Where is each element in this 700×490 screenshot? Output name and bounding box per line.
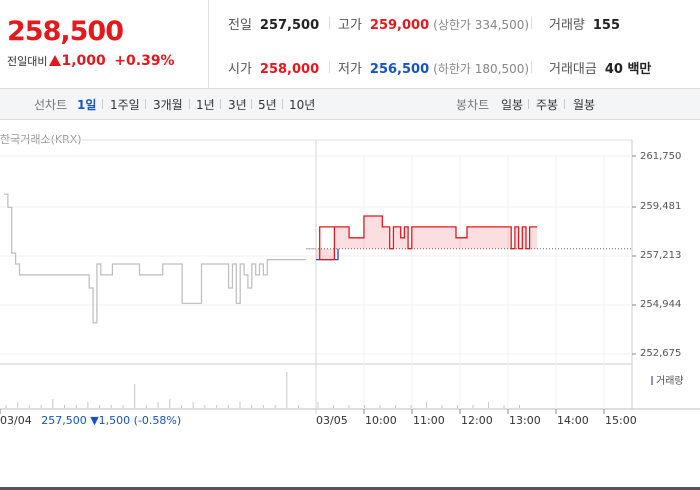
x-tick-label: 10:00 xyxy=(365,414,397,427)
prev-day-close: 257,500 xyxy=(41,414,87,427)
stat-amount-value: 40 백만 xyxy=(604,62,652,77)
candle-weekly[interactable]: 주봉 xyxy=(536,98,559,112)
stat-high: 고가 259,000 (상한가 334,500) xyxy=(338,14,529,33)
stat-high-value: 259,000 xyxy=(369,18,430,33)
prev-day-percent: (-0.58%) xyxy=(133,414,182,427)
stat-volume-value: 155 xyxy=(592,18,621,33)
volume-legend-label: 거래량 xyxy=(656,376,684,387)
x-tick-label: 14:00 xyxy=(557,414,589,427)
period-10y[interactable]: 10년 xyxy=(289,98,316,112)
current-price: 258,500 xyxy=(7,16,124,47)
x-tick-label: 12:00 xyxy=(461,414,493,427)
line-chart-label: 선차트 xyxy=(34,98,68,112)
change-label: 전일대비 xyxy=(7,55,48,68)
toolbar-separator xyxy=(251,99,252,109)
change-percent: +0.39% xyxy=(114,53,175,69)
prev-day-change: ▼1,500 xyxy=(90,414,131,427)
toolbar-separator xyxy=(102,99,103,109)
up-triangle-icon xyxy=(49,55,62,66)
chart-toolbar: 선차트 1일 1주일 3개월 1년 3년 5년 10년 봉차트 일봉 주봉 월봉 xyxy=(0,89,700,120)
stat-separator xyxy=(531,61,532,73)
period-1w[interactable]: 1주일 xyxy=(110,98,140,112)
quote-summary: 258,500 전일대비 1,000 +0.39% 전일 257,500 고가 259… xyxy=(0,0,700,89)
stat-low-value: 256,500 xyxy=(369,62,430,77)
stat-volume-label: 거래량 xyxy=(549,18,585,33)
stat-prev-value: 257,500 xyxy=(259,18,320,33)
y-tick-label: 261,750 xyxy=(640,151,682,162)
stat-separator xyxy=(531,17,532,29)
period-3y[interactable]: 3년 xyxy=(228,98,247,112)
price-change: 전일대비 1,000 +0.39% xyxy=(7,53,175,69)
change-value: 1,000 xyxy=(61,53,106,69)
price-box: 258,500 전일대비 1,000 +0.39% xyxy=(0,0,209,88)
stat-volume: 거래량 155 xyxy=(549,14,620,33)
candle-daily[interactable]: 일봉 xyxy=(501,98,524,112)
lower-limit: (하한가 180,500) xyxy=(433,62,530,76)
y-tick-label: 252,675 xyxy=(640,348,682,359)
prev-day-summary: 03/04 257,500 ▼1,500 (-0.58%) xyxy=(0,414,181,427)
toolbar-separator xyxy=(564,99,565,109)
y-tick-label: 259,481 xyxy=(640,201,682,212)
upper-limit: (상한가 334,500) xyxy=(433,18,530,32)
stat-open: 시가 258,000 xyxy=(228,58,319,77)
current-day-line xyxy=(319,215,537,261)
x-tick-label: 11:00 xyxy=(413,414,445,427)
toolbar-separator xyxy=(282,99,283,109)
toolbar-separator xyxy=(220,99,221,109)
y-tick-label: 254,944 xyxy=(640,299,682,310)
x-tick-label: 13:00 xyxy=(509,414,541,427)
stat-low-label: 저가 xyxy=(338,62,362,77)
prev-day-line xyxy=(4,193,306,324)
stat-open-label: 시가 xyxy=(228,62,252,77)
period-1y[interactable]: 1년 xyxy=(196,98,215,112)
toolbar-separator xyxy=(145,99,146,109)
candle-monthly[interactable]: 월봉 xyxy=(573,98,596,112)
period-5y[interactable]: 5년 xyxy=(258,98,277,112)
stat-high-label: 고가 xyxy=(338,18,362,33)
x-tick-label: 03/05 xyxy=(316,414,348,427)
toolbar-separator xyxy=(189,99,190,109)
period-3m[interactable]: 3개월 xyxy=(153,98,183,112)
stat-separator xyxy=(329,17,330,29)
bottom-border xyxy=(0,487,700,490)
y-tick-label: 257,213 xyxy=(640,250,682,261)
volume-legend: 거래량 xyxy=(651,372,684,387)
stat-amount: 거래대금 40 백만 xyxy=(549,58,651,77)
volume-swatch xyxy=(651,376,653,385)
stat-open-value: 258,000 xyxy=(259,62,320,77)
stat-separator xyxy=(329,61,330,73)
stat-amount-label: 거래대금 xyxy=(549,62,597,77)
x-tick-label: 15:00 xyxy=(605,414,637,427)
prev-day-date: 03/04 xyxy=(0,414,32,427)
candle-chart-label: 봉차트 xyxy=(456,98,490,112)
stat-prev-label: 전일 xyxy=(228,18,252,33)
stat-prev: 전일 257,500 xyxy=(228,14,319,33)
toolbar-separator xyxy=(528,99,529,109)
stat-low: 저가 256,500 (하한가 180,500) xyxy=(338,58,529,77)
period-1d[interactable]: 1일 xyxy=(77,98,97,112)
